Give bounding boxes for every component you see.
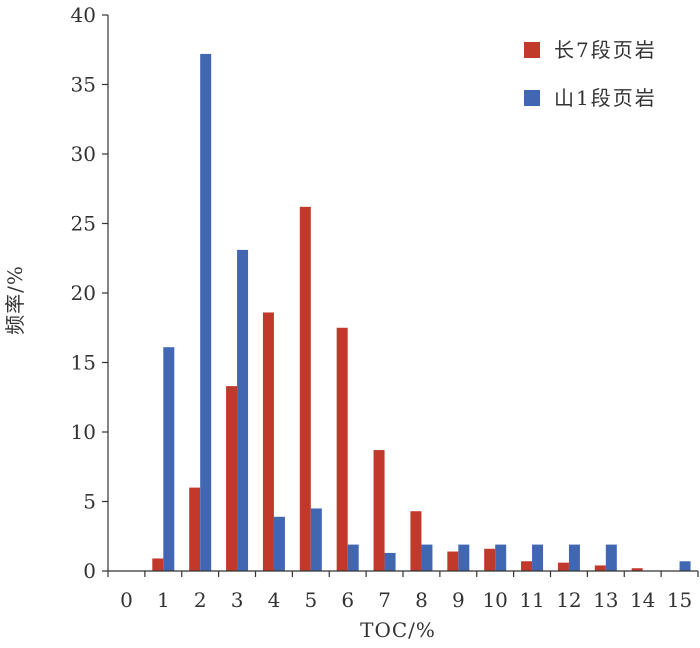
legend-swatch-series-1 bbox=[524, 42, 540, 58]
x-tick-label: 11 bbox=[519, 588, 544, 612]
bar-series-1-9 bbox=[447, 551, 459, 571]
y-tick-label: 5 bbox=[83, 490, 96, 514]
bar-series-1-11 bbox=[521, 561, 533, 571]
bar-series-2-3 bbox=[237, 249, 249, 571]
x-tick-label: 13 bbox=[593, 588, 618, 612]
x-tick-label: 6 bbox=[341, 588, 354, 612]
x-tick-label: 10 bbox=[482, 588, 507, 612]
bar-series-1-1 bbox=[152, 558, 164, 571]
x-tick-label: 8 bbox=[415, 588, 428, 612]
bar-series-1-13 bbox=[594, 565, 606, 571]
y-ticks-layer: 0 5 10 15 20 25 30 35 40 bbox=[71, 3, 108, 583]
x-tick-label: 9 bbox=[452, 588, 465, 612]
x-tick-label: 5 bbox=[304, 588, 317, 612]
bar-series-1-5 bbox=[299, 206, 311, 571]
bar-series-2-1 bbox=[163, 347, 175, 571]
bars-layer bbox=[152, 53, 691, 572]
bar-series-2-9 bbox=[458, 544, 470, 571]
y-tick-label: 25 bbox=[71, 212, 96, 236]
y-tick-label: 15 bbox=[71, 351, 96, 375]
y-tick-label: 40 bbox=[71, 3, 96, 27]
x-tick-label: 14 bbox=[630, 588, 655, 612]
y-tick-label: 10 bbox=[71, 420, 96, 444]
bar-series-1-12 bbox=[557, 562, 569, 571]
x-tick-label: 1 bbox=[157, 588, 170, 612]
bar-series-2-6 bbox=[347, 544, 359, 571]
bar-series-2-8 bbox=[421, 544, 433, 571]
bar-series-1-3 bbox=[226, 386, 238, 571]
x-tick-label: 3 bbox=[231, 588, 244, 612]
bar-series-1-2 bbox=[189, 487, 201, 571]
legend: 长7段页岩 山1段页岩 bbox=[524, 38, 657, 110]
bar-series-1-7 bbox=[373, 450, 385, 571]
bar-series-2-15 bbox=[679, 561, 691, 571]
legend-swatch-series-2 bbox=[524, 90, 540, 106]
x-axis-title: TOC/% bbox=[360, 618, 436, 642]
y-tick-label: 0 bbox=[83, 559, 96, 583]
bar-series-2-10 bbox=[495, 544, 507, 571]
bar-series-2-12 bbox=[568, 544, 580, 571]
y-tick-label: 20 bbox=[71, 281, 96, 305]
bar-series-2-2 bbox=[200, 53, 212, 572]
y-tick-label: 35 bbox=[71, 73, 96, 97]
bar-series-1-6 bbox=[336, 327, 348, 571]
x-ticks-layer: 0 1 2 3 4 5 6 7 8 9 10 11 12 13 14 15 bbox=[107, 571, 699, 612]
bar-series-1-14 bbox=[631, 568, 643, 571]
bar-series-1-8 bbox=[410, 511, 422, 571]
legend-label-series-1: 长7段页岩 bbox=[554, 38, 657, 62]
y-axis-title: 频率/% bbox=[3, 265, 27, 335]
bar-series-1-4 bbox=[262, 312, 274, 571]
legend-label-series-2: 山1段页岩 bbox=[554, 86, 657, 110]
bar-series-2-5 bbox=[310, 508, 322, 571]
y-tick-label: 30 bbox=[71, 142, 96, 166]
bar-series-2-13 bbox=[605, 544, 617, 571]
x-tick-label: 2 bbox=[194, 588, 207, 612]
x-tick-label: 4 bbox=[268, 588, 281, 612]
x-tick-label: 12 bbox=[556, 588, 581, 612]
bar-series-2-7 bbox=[384, 552, 396, 571]
x-tick-label: 15 bbox=[667, 588, 692, 612]
x-tick-label: 7 bbox=[378, 588, 391, 612]
bar-series-2-4 bbox=[273, 516, 285, 571]
x-tick-label: 0 bbox=[120, 588, 133, 612]
bar-series-1-10 bbox=[484, 548, 496, 571]
bar-series-2-11 bbox=[532, 544, 544, 571]
